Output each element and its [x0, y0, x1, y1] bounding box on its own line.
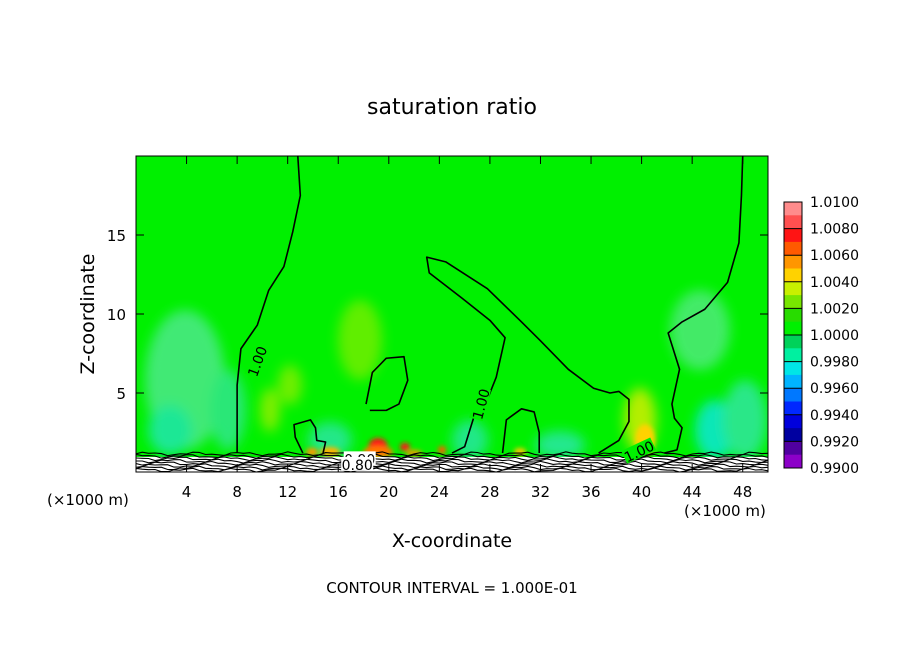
colorbar-label: 0.9980 — [810, 355, 859, 371]
heatmap-patch — [438, 446, 446, 454]
colorbar-segment — [784, 281, 802, 296]
colorbar-label: 1.0040 — [810, 275, 859, 291]
colorbar-label: 1.0020 — [810, 301, 859, 317]
x-tick-label: 20 — [379, 483, 398, 501]
colorbar-segment — [784, 308, 802, 323]
y-tick-label: 5 — [116, 385, 126, 403]
colorbar-segment — [784, 428, 802, 442]
heatmap-patch — [670, 290, 730, 370]
heatmap-patch — [148, 405, 192, 455]
colorbar: 1.0100 1.0080 1.0060 1.0040 1.0020 1.0000 0.99… — [783, 195, 859, 477]
contour-line-center-loop — [293, 419, 327, 454]
colorbar-label: 0.9960 — [810, 381, 859, 397]
colorbar-segment — [784, 321, 802, 336]
heatmap-field — [136, 156, 768, 472]
contour-label-background — [469, 386, 492, 422]
x-axis-ticks: 4 8 12 16 20 24 28 32 36 40 44 48 — [182, 156, 752, 501]
heatmap-patch — [306, 448, 318, 456]
colorbar-label: 1.0100 — [810, 195, 859, 211]
heatmap-patch — [210, 370, 246, 450]
ground-contour-line — [136, 451, 768, 457]
colorbar-segment — [784, 202, 802, 216]
heatmap-patch — [535, 431, 585, 459]
colorbar-label: 0.9900 — [810, 461, 859, 477]
contour-label: 0.80 — [341, 456, 374, 474]
ground-contour-line — [136, 458, 768, 464]
x-axis-unit-right: (×1000 m) — [684, 502, 766, 520]
x-tick-label: 44 — [683, 483, 702, 501]
contour-label: 1.00 — [469, 386, 494, 422]
colorbar-segment — [784, 454, 802, 469]
x-tick-label: 28 — [480, 483, 499, 501]
y-tick-label: 15 — [107, 227, 126, 245]
heatmap-patch — [320, 447, 340, 457]
contour-label-background — [244, 343, 269, 379]
heatmap-patch — [338, 300, 382, 380]
colorbar-segment — [784, 361, 802, 376]
colorbar-segment — [784, 241, 802, 256]
ground-contour-line — [136, 465, 768, 471]
colorbar-label: 1.0080 — [810, 222, 859, 238]
colorbar-segment — [784, 215, 802, 230]
heatmap-patch — [308, 422, 352, 458]
subsaturated-patches — [145, 290, 767, 460]
colorbar-segment — [784, 255, 802, 269]
ground-contour-lines — [136, 451, 768, 472]
contour-lines — [236, 156, 744, 454]
colorbar-label: 0.9920 — [810, 434, 859, 450]
colorbar-segment — [784, 388, 802, 402]
contour-label-text: 0.80 — [342, 458, 373, 474]
heatmap-patch — [452, 420, 488, 460]
x-tick-label: 12 — [278, 483, 297, 501]
x-tick-label: 16 — [329, 483, 348, 501]
contour-line-left — [236, 156, 302, 454]
heatmap-patch — [406, 450, 422, 456]
x-tick-label: 48 — [733, 483, 752, 501]
colorbar-label: 0.9940 — [810, 408, 859, 424]
colorbar-label: 1.0000 — [810, 328, 859, 344]
contour-line-mid — [425, 256, 630, 454]
colorbar-segment — [784, 228, 802, 243]
contour-label-background — [341, 456, 374, 471]
colorbar-segment — [784, 441, 802, 456]
contour-label-background — [621, 437, 657, 464]
ground-contour-line — [136, 467, 768, 472]
colorbar-segment — [784, 414, 802, 429]
contour-label-text: 1.00 — [470, 387, 494, 421]
x-tick-label: 4 — [182, 483, 192, 501]
heatmap-patch — [278, 365, 302, 405]
y-tick-label: 10 — [107, 306, 126, 324]
ground-contour-line — [136, 463, 768, 469]
heatmap-patch — [400, 443, 410, 451]
x-axis-label: X-coordinate — [392, 530, 512, 552]
colorbar-segment — [784, 295, 802, 309]
colorbar-segment — [784, 335, 802, 349]
x-tick-label: 40 — [632, 483, 651, 501]
contour-line-right — [664, 156, 744, 454]
contour-line-bump — [501, 407, 541, 454]
x-axis-unit-left: (×1000 m) — [47, 491, 129, 509]
x-tick-label: 24 — [430, 483, 449, 501]
x-tick-label: 32 — [531, 483, 550, 501]
ground-contour-line — [136, 453, 768, 459]
colorbar-segment — [784, 374, 802, 389]
ground-contour-line — [136, 455, 768, 462]
colorbar-segment — [784, 268, 802, 283]
y-axis-ticks: 5 10 15 — [107, 227, 768, 403]
contour-label-layer: 1.001.001.000.900.80 — [244, 343, 657, 474]
x-tick-label: 36 — [581, 483, 600, 501]
heatmap-patch — [260, 388, 280, 432]
chart-title: saturation ratio — [367, 95, 537, 120]
contour-interval-note: CONTOUR INTERVAL = 1.000E-01 — [326, 579, 577, 597]
colorbar-segment — [784, 348, 802, 363]
heatmap-patch — [723, 380, 767, 460]
contour-line-bubble — [365, 355, 409, 412]
x-tick-label: 8 — [232, 483, 242, 501]
y-axis-label: Z-coordinate — [77, 254, 99, 375]
colorbar-label: 1.0060 — [810, 248, 859, 264]
colorbar-segment — [784, 401, 802, 416]
heatmap-patch — [514, 448, 526, 456]
